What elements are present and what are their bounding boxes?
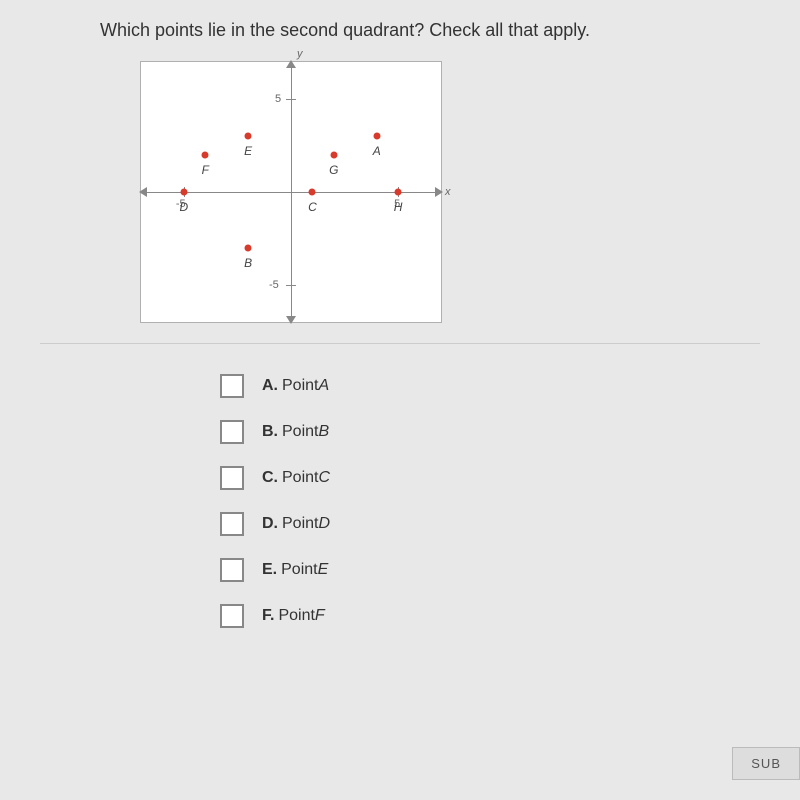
- checkbox-A[interactable]: [220, 374, 244, 398]
- point-label-D: D: [180, 200, 189, 214]
- option-key: D.: [262, 515, 278, 533]
- checkbox-D[interactable]: [220, 512, 244, 536]
- y-tick: [286, 285, 296, 286]
- option-label: Point: [278, 607, 314, 625]
- axis-arrow-right: [435, 187, 443, 197]
- axis-arrow-up: [286, 60, 296, 68]
- option-key: B.: [262, 423, 278, 441]
- y-tick: [286, 99, 296, 100]
- point-label-C: C: [308, 200, 317, 214]
- option-var: C: [318, 469, 330, 487]
- option-B[interactable]: B. Point B: [220, 420, 760, 444]
- point-D: [180, 189, 187, 196]
- divider: [40, 343, 760, 344]
- x-axis-label: x: [445, 186, 451, 198]
- option-D[interactable]: D. Point D: [220, 512, 760, 536]
- point-B: [245, 244, 252, 251]
- option-label: Point: [282, 515, 318, 533]
- y-axis-label: y: [297, 48, 303, 60]
- point-label-E: E: [244, 144, 252, 158]
- question-text: Which points lie in the second quadrant?…: [100, 20, 760, 41]
- options-list: A. Point A B. Point B C. Point C D. Point D…: [220, 374, 760, 628]
- tick-label: -5: [269, 279, 279, 291]
- option-label: Point: [282, 377, 318, 395]
- point-label-H: H: [394, 200, 403, 214]
- point-C: [309, 189, 316, 196]
- point-G: [330, 151, 337, 158]
- option-key: F.: [262, 607, 274, 625]
- option-key: C.: [262, 469, 278, 487]
- axis-arrow-left: [139, 187, 147, 197]
- option-key: E.: [262, 561, 277, 579]
- option-var: F: [315, 607, 325, 625]
- option-label: Point: [282, 423, 318, 441]
- point-E: [245, 133, 252, 140]
- checkbox-E[interactable]: [220, 558, 244, 582]
- chart-container: -55-55yxABCDEFGH: [140, 61, 760, 323]
- option-var: E: [318, 561, 329, 579]
- tick-label: 5: [275, 93, 281, 105]
- option-E[interactable]: E. Point E: [220, 558, 760, 582]
- option-key: A.: [262, 377, 278, 395]
- option-C[interactable]: C. Point C: [220, 466, 760, 490]
- option-F[interactable]: F. Point F: [220, 604, 760, 628]
- point-label-A: A: [373, 144, 381, 158]
- point-F: [202, 151, 209, 158]
- option-label: Point: [281, 561, 317, 579]
- checkbox-C[interactable]: [220, 466, 244, 490]
- option-label: Point: [282, 469, 318, 487]
- point-A: [373, 133, 380, 140]
- y-axis: [291, 62, 292, 322]
- coordinate-plane: -55-55yxABCDEFGH: [140, 61, 442, 323]
- point-label-B: B: [244, 256, 252, 270]
- point-label-G: G: [329, 163, 338, 177]
- point-H: [395, 189, 402, 196]
- option-A[interactable]: A. Point A: [220, 374, 760, 398]
- option-var: D: [318, 515, 330, 533]
- point-label-F: F: [202, 163, 209, 177]
- option-var: B: [318, 423, 329, 441]
- checkbox-F[interactable]: [220, 604, 244, 628]
- option-var: A: [318, 377, 329, 395]
- checkbox-B[interactable]: [220, 420, 244, 444]
- axis-arrow-down: [286, 316, 296, 324]
- submit-button[interactable]: SUB: [732, 747, 800, 780]
